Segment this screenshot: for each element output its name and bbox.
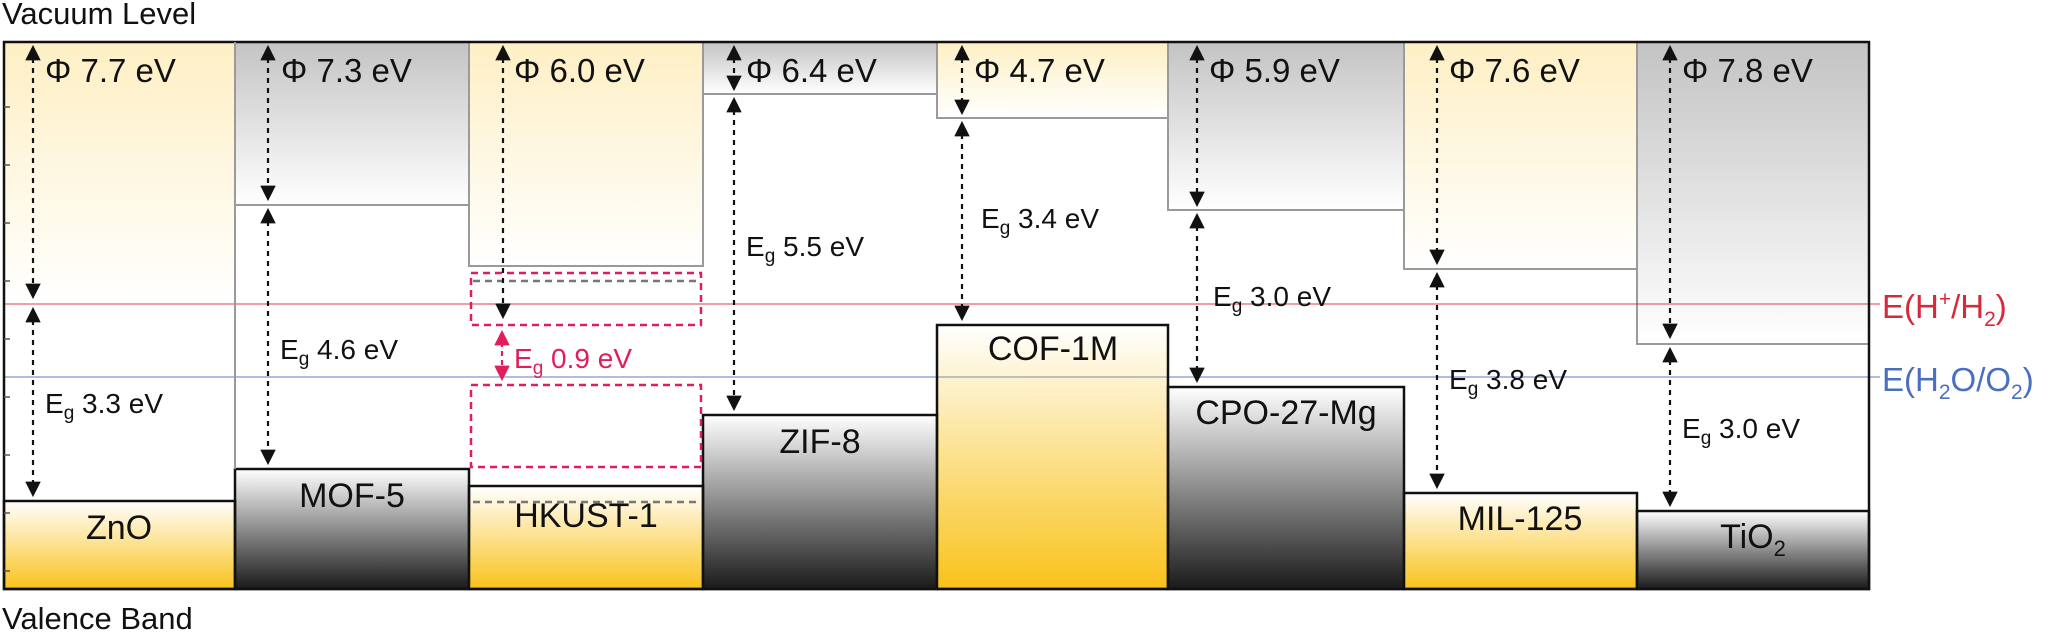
cb-cpo27mg: [1167, 41, 1405, 211]
material-names: ZnO MOF-5 HKUST-1 ZIF-8 COF-1M CPO-27-Mg…: [86, 330, 1786, 561]
cb-cof1m: [936, 41, 1169, 119]
eg-label-mof5: Eg 4.6 eV: [280, 334, 398, 370]
cb-zno: [4, 42, 235, 304]
hkust1-midgap-states: [469, 271, 703, 504]
valence-band-label: Valence Band: [2, 601, 193, 634]
material-name-cpo27mg: CPO-27-Mg: [1195, 394, 1376, 432]
material-name-zif8: ZIF-8: [779, 423, 860, 461]
eg-label-zno: Eg 3.3 eV: [45, 388, 163, 424]
phi-label-cpo27mg: Φ 5.9 eV: [1209, 52, 1340, 89]
vb-cpo27mg: [1166, 385, 1406, 591]
vacuum-level-label: Vacuum Level: [2, 0, 196, 31]
phi-label-mof5: Φ 7.3 eV: [281, 52, 412, 89]
vb-zif8: [701, 413, 939, 591]
eg-label-hkust1: Eg 0.9 eV: [514, 343, 632, 379]
cb-zif8: [702, 41, 938, 95]
h2o-o2-label: E(H2O/O2): [1882, 361, 2034, 404]
conduction-band-regions: [4, 41, 1870, 345]
diagram-frame: [2, 40, 1871, 591]
phi-label-tio2: Φ 7.8 eV: [1682, 52, 1813, 89]
hkust1-upper-state-box: [469, 271, 703, 327]
left-axis-ticks: [4, 106, 10, 572]
work-function-arrows: [25, 44, 1678, 340]
phi-label-zno: Φ 7.7 eV: [45, 52, 176, 89]
vb-tio2: [1635, 509, 1871, 591]
material-name-hkust1: HKUST-1: [514, 497, 658, 535]
material-name-cof1m: COF-1M: [988, 330, 1118, 368]
eg-label-cof1m: Eg 3.4 eV: [981, 203, 1099, 239]
eg-label-cpo27mg: Eg 3.0 eV: [1213, 281, 1331, 317]
eg-label-mil125: Eg 3.8 eV: [1449, 364, 1567, 400]
material-name-mil125: MIL-125: [1458, 500, 1583, 538]
phi-label-zif8: Φ 6.4 eV: [746, 52, 877, 89]
work-function-labels: Φ 7.7 eV Φ 7.3 eV Φ 6.0 eV Φ 6.4 eV Φ 4.…: [45, 52, 1813, 89]
phi-label-mil125: Φ 7.6 eV: [1449, 52, 1580, 89]
valence-band-blocks: [2, 323, 1871, 591]
h-plus-h2-label: E(H+/H2): [1882, 288, 2007, 331]
eg-label-zif8: Eg 5.5 eV: [746, 231, 864, 267]
phi-label-hkust1: Φ 6.0 eV: [514, 52, 645, 89]
vb-mof5: [233, 467, 471, 591]
band-gap-arrows: [25, 96, 1678, 508]
hkust1-lower-state-box: [469, 383, 703, 469]
phi-label-cof1m: Φ 4.7 eV: [974, 52, 1105, 89]
material-name-mof5: MOF-5: [299, 477, 405, 515]
material-name-zno: ZnO: [86, 509, 152, 547]
eg-label-tio2: Eg 3.0 eV: [1682, 413, 1800, 449]
material-name-tio2: TiO2: [1720, 518, 1786, 561]
